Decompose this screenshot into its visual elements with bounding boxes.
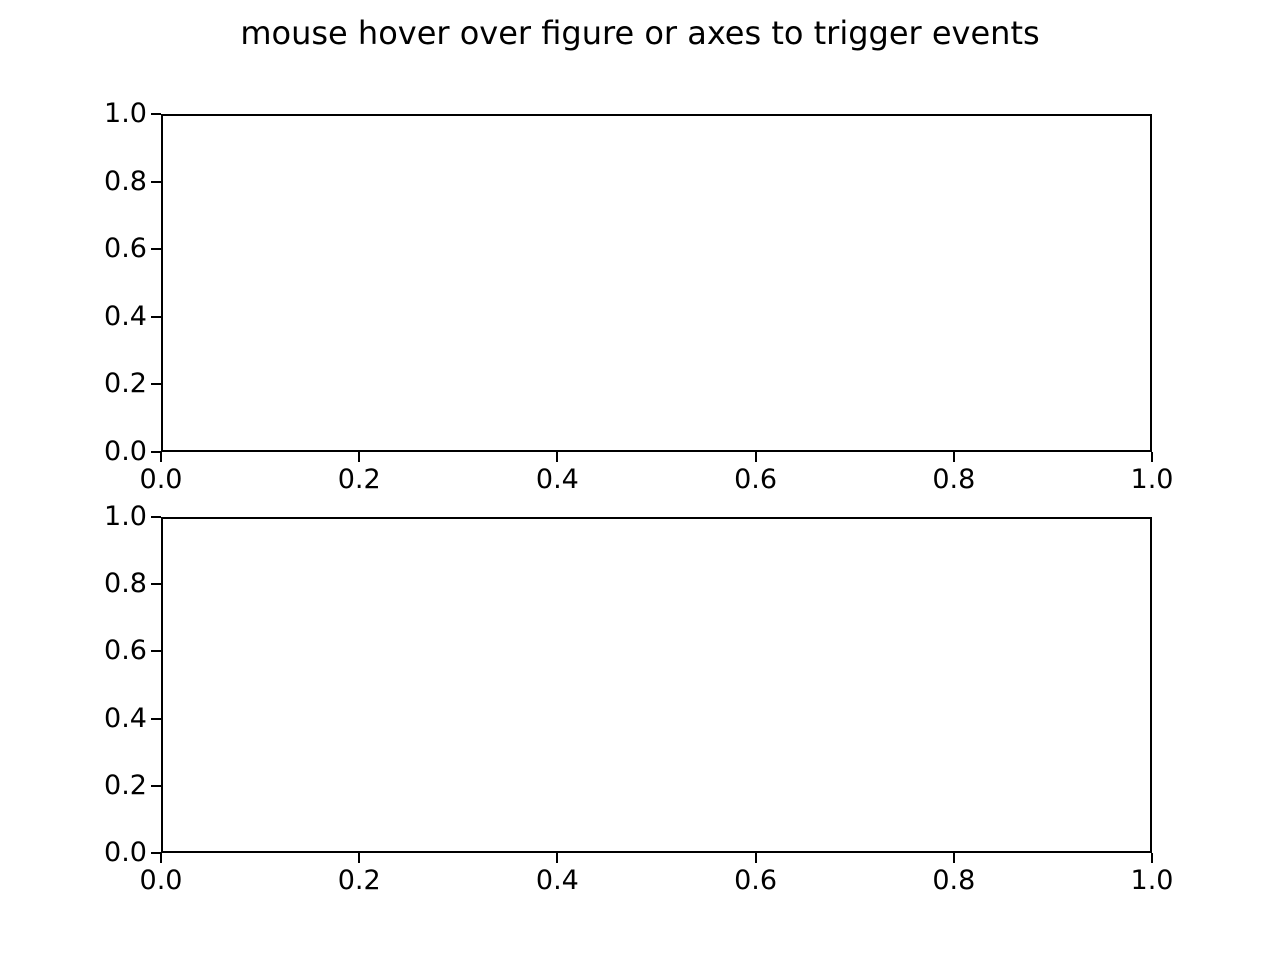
x-tick-label: 1.0	[1130, 865, 1174, 896]
x-tick-label: 0.2	[337, 464, 381, 495]
y-tick-label: 0.8	[104, 165, 147, 197]
y-tick-mark	[151, 451, 161, 453]
x-tick-mark	[1151, 853, 1153, 863]
x-tick-label: 1.0	[1130, 464, 1174, 495]
y-tick-mark	[151, 717, 161, 720]
x-tick-label: 0.6	[734, 865, 778, 896]
y-tick-mark	[151, 852, 161, 854]
y-tick-label: 0.6	[104, 233, 147, 265]
y-tick-mark	[151, 315, 161, 318]
x-tick-label: 0.6	[734, 464, 778, 495]
y-tick-label: 0.2	[104, 368, 147, 400]
y-tick-mark	[151, 784, 161, 787]
x-tick-label: 0.4	[535, 865, 579, 896]
x-tick-label: 0.8	[932, 865, 976, 896]
x-tick-mark	[358, 853, 361, 863]
y-tick-label: 0.0	[104, 436, 147, 467]
figure-title: mouse hover over figure or axes to trigg…	[240, 14, 1040, 52]
y-tick-label: 0.6	[104, 635, 147, 667]
x-tick-mark	[754, 452, 757, 462]
y-tick-label: 0.0	[104, 837, 147, 868]
y-tick-mark	[151, 650, 161, 653]
x-tick-mark	[1151, 452, 1153, 462]
y-tick-label: 1.0	[104, 98, 147, 129]
x-tick-label: 0.8	[932, 464, 976, 495]
x-tick-label: 0.0	[139, 865, 183, 896]
y-tick-label: 0.8	[104, 568, 147, 600]
y-tick-mark	[151, 516, 161, 518]
y-tick-mark	[151, 248, 161, 251]
x-tick-mark	[556, 853, 559, 863]
x-tick-mark	[952, 853, 955, 863]
y-tick-mark	[151, 113, 161, 115]
y-tick-mark	[151, 383, 161, 386]
subplot-bottom-axes[interactable]: 0.0 0.2 0.4 0.6 0.8 1.0 0.0 0.2 0.4 0.6 0.8 1.0	[104, 502, 1173, 896]
subplot-top-axes[interactable]: 0.0 0.2 0.4 0.6 0.8 1.0 0.0 0.2 0.4 0.6 0.8 1.0	[104, 99, 1173, 495]
x-tick-label: 0.0	[139, 464, 183, 495]
y-tick-label: 0.2	[104, 769, 147, 801]
y-tick-mark	[151, 180, 161, 183]
x-tick-mark	[952, 452, 955, 462]
x-tick-mark	[754, 853, 757, 863]
y-tick-mark	[151, 583, 161, 586]
y-tick-label: 1.0	[104, 501, 147, 532]
x-tick-mark	[556, 452, 559, 462]
y-tick-label: 0.4	[104, 702, 147, 734]
x-tick-label: 0.4	[535, 464, 579, 495]
x-tick-label: 0.2	[337, 865, 381, 896]
x-tick-mark	[160, 452, 162, 462]
x-tick-mark	[160, 853, 162, 863]
y-tick-label: 0.4	[104, 300, 147, 332]
x-tick-mark	[358, 452, 361, 462]
